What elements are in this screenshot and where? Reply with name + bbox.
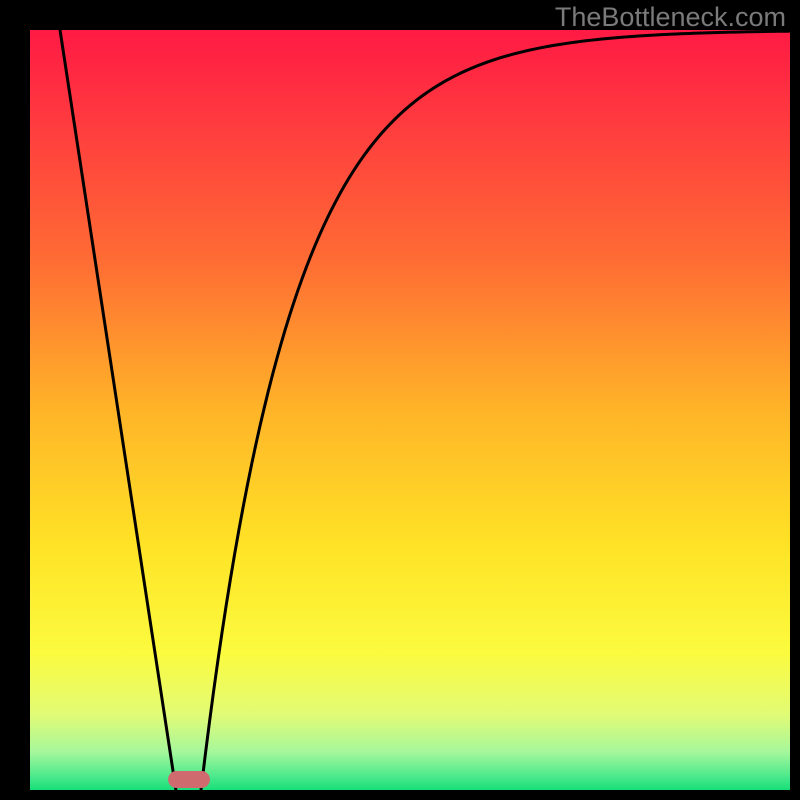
watermark-text: TheBottleneck.com xyxy=(555,2,786,33)
border-left xyxy=(0,0,30,800)
right-saturation-curve xyxy=(201,31,790,790)
border-right xyxy=(790,0,800,800)
plot-area xyxy=(30,30,790,790)
bottleneck-marker xyxy=(168,771,211,788)
curves-svg xyxy=(30,30,790,790)
border-bottom xyxy=(0,790,800,800)
chart-frame: TheBottleneck.com xyxy=(0,0,800,800)
left-descent-line xyxy=(60,30,176,790)
